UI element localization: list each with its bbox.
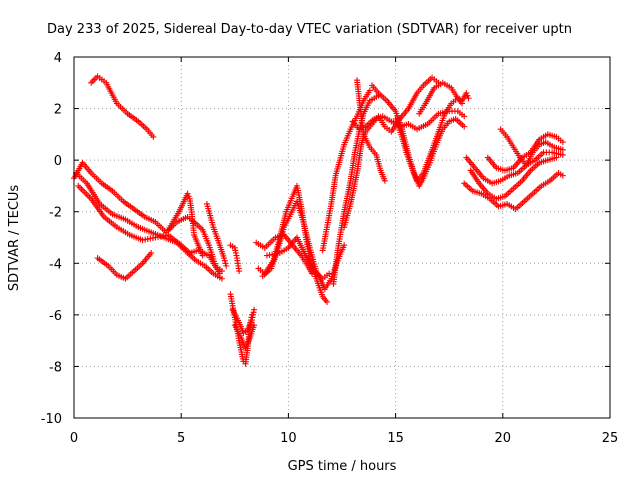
data-point bbox=[464, 92, 471, 99]
chart-title: Day 233 of 2025, Sidereal Day-to-day VTE… bbox=[47, 22, 572, 37]
data-series bbox=[88, 73, 157, 140]
data-point bbox=[236, 268, 243, 275]
y-tick-label: 0 bbox=[54, 154, 62, 169]
x-tick-label: 15 bbox=[387, 431, 404, 446]
x-axis-label: GPS time / hours bbox=[288, 459, 397, 474]
data-series bbox=[484, 131, 566, 174]
data-series bbox=[467, 154, 560, 202]
data-series bbox=[73, 170, 225, 282]
data-series bbox=[94, 249, 155, 282]
data-series bbox=[461, 170, 566, 213]
data-point bbox=[150, 133, 157, 140]
data-point bbox=[465, 95, 472, 102]
data-series bbox=[71, 159, 225, 275]
x-tick-label: 0 bbox=[70, 431, 78, 446]
data-series bbox=[416, 79, 472, 117]
data-point bbox=[559, 139, 566, 146]
data-point bbox=[185, 193, 192, 200]
data-point bbox=[366, 87, 373, 94]
y-tick-label: -2 bbox=[49, 206, 62, 221]
data-point bbox=[323, 298, 330, 305]
data-series bbox=[341, 74, 442, 231]
data-series bbox=[330, 92, 382, 287]
data-point bbox=[223, 262, 230, 269]
data-series bbox=[229, 306, 258, 336]
data-series bbox=[75, 182, 223, 277]
data-series bbox=[231, 322, 258, 352]
data-point bbox=[148, 249, 155, 256]
data-marks bbox=[71, 73, 566, 367]
data-point bbox=[251, 306, 258, 313]
data-point bbox=[184, 190, 191, 197]
data-point bbox=[251, 322, 258, 329]
data-series bbox=[354, 77, 388, 184]
data-point bbox=[326, 270, 333, 277]
x-tick-label: 10 bbox=[280, 431, 297, 446]
data-point bbox=[559, 146, 566, 153]
data-point bbox=[559, 151, 566, 158]
data-point bbox=[199, 252, 206, 259]
data-point bbox=[222, 260, 229, 267]
data-point bbox=[221, 257, 228, 264]
y-tick-label: 2 bbox=[54, 103, 62, 118]
data-series bbox=[259, 198, 348, 293]
data-point bbox=[559, 172, 566, 179]
data-series bbox=[392, 95, 466, 184]
data-point bbox=[341, 242, 348, 249]
x-tick-label: 5 bbox=[177, 431, 185, 446]
y-tick-label: -10 bbox=[41, 412, 62, 427]
plot-frame bbox=[73, 56, 611, 419]
data-series bbox=[227, 242, 243, 275]
y-tick-label: 4 bbox=[54, 51, 62, 66]
data-series bbox=[463, 149, 566, 187]
x-tick-label: 25 bbox=[602, 431, 619, 446]
data-point bbox=[216, 270, 223, 277]
axis-ticks: 0 5 10 15 20 25 -10 -8 -6 -4 -2 0 2 4 bbox=[41, 51, 619, 446]
x-tick-label: 20 bbox=[495, 431, 512, 446]
data-point bbox=[461, 113, 468, 120]
y-tick-label: -8 bbox=[49, 360, 62, 375]
data-series bbox=[203, 200, 230, 269]
data-series bbox=[319, 87, 373, 254]
data-point bbox=[461, 123, 468, 130]
data-point bbox=[381, 177, 388, 184]
y-tick-label: -6 bbox=[49, 309, 62, 324]
y-axis-label: SDTVAR / TECUs bbox=[7, 185, 22, 292]
data-point bbox=[463, 90, 470, 97]
data-series bbox=[497, 126, 566, 169]
data-series bbox=[165, 190, 206, 259]
data-point bbox=[221, 255, 228, 262]
y-tick-label: -4 bbox=[49, 257, 62, 272]
data-point bbox=[218, 275, 225, 282]
data-series bbox=[263, 234, 333, 282]
data-point bbox=[553, 154, 560, 161]
